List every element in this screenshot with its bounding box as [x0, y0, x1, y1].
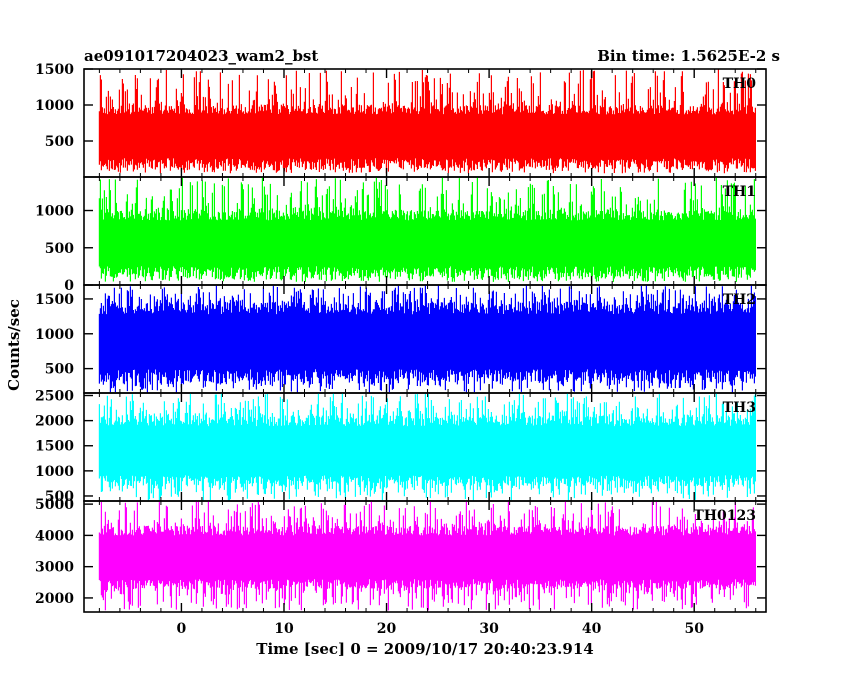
x-tick-label: 0	[177, 621, 187, 637]
y-tick-label: 1000	[35, 204, 74, 220]
panel-th0: 500 1000 1500 TH0	[35, 62, 767, 178]
panel-th2: 500 1000 1500 TH2	[35, 284, 767, 394]
panel-label: TH0123	[693, 508, 756, 524]
x-axis-label: Time [sec] 0 = 2009/10/17 20:40:23.914	[256, 640, 593, 658]
panel-th1: 0 500 1000 TH1	[35, 176, 767, 294]
y-axis-label: Counts/sec	[5, 299, 23, 391]
x-tick-label: 10	[274, 621, 294, 637]
x-tick-label: 20	[377, 621, 397, 637]
y-tick-label: 2500	[35, 389, 74, 405]
y-tick-label: 500	[45, 134, 74, 150]
y-tick-label: 500	[45, 241, 74, 257]
series-th0123	[98, 501, 756, 611]
y-tick-label: 1500	[35, 292, 74, 308]
panel-th3: 500 1000 1500 2000 2500 TH3	[35, 389, 767, 505]
panel-label: TH2	[723, 292, 756, 308]
x-tick-label: 40	[582, 621, 602, 637]
y-tick-label: 2000	[35, 591, 74, 607]
panel-label: TH3	[723, 400, 756, 416]
series-th0	[98, 69, 756, 174]
bin-time-label: Bin time: 1.5625E-2 s	[597, 47, 780, 65]
y-tick-label: 3000	[35, 560, 74, 576]
y-tick-label: 1500	[35, 439, 74, 455]
panel-th0123: 2000 3000 4000 5000 TH0123	[35, 497, 767, 613]
y-tick-label: 500	[45, 489, 74, 505]
panel-label: TH0	[723, 76, 757, 92]
y-tick-label: 2000	[35, 414, 74, 430]
panel-frame	[83, 500, 767, 613]
y-tick-label: 1000	[35, 464, 74, 480]
y-tick-label: 1500	[35, 62, 74, 78]
x-tick-label: 30	[479, 621, 499, 637]
x-tick-label: 50	[684, 621, 704, 637]
y-tick-label: 5000	[35, 497, 74, 513]
panel-label: TH1	[723, 184, 756, 200]
y-tick-label: 1000	[35, 327, 74, 343]
series-th1	[98, 177, 756, 282]
y-tick-label: 0	[64, 278, 74, 294]
y-tick-label: 4000	[35, 528, 74, 544]
series-th2	[98, 285, 756, 393]
y-tick-label: 1000	[35, 98, 74, 114]
series-th3	[98, 393, 756, 501]
y-tick-label: 500	[45, 362, 74, 378]
plot-title: ae091017204023_wam2_bst	[84, 47, 318, 65]
